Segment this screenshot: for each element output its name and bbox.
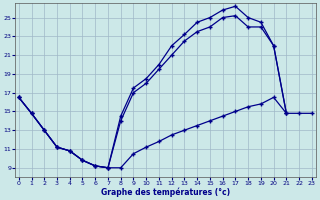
X-axis label: Graphe des températures (°c): Graphe des températures (°c) <box>101 187 230 197</box>
